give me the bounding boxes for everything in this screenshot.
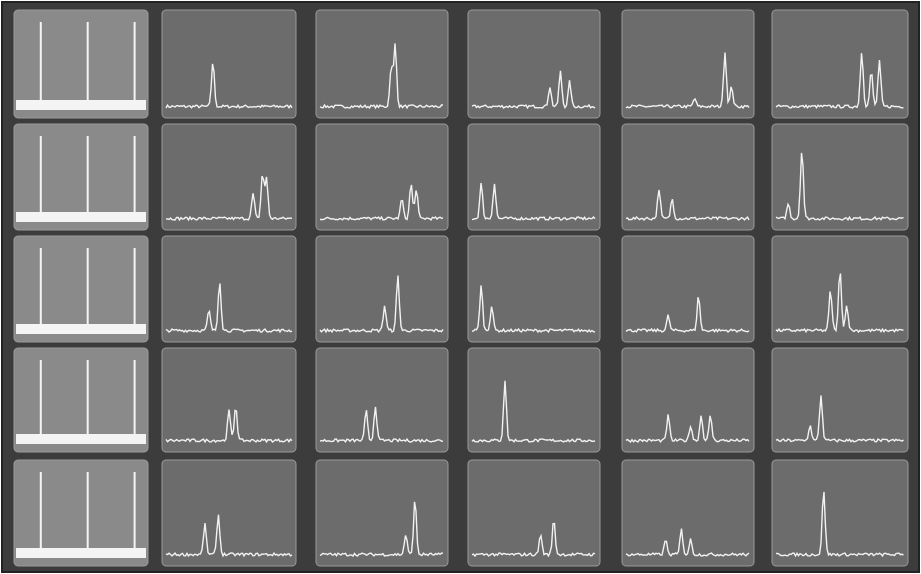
scope-panel: [316, 348, 448, 452]
reference-band: [16, 212, 146, 222]
scope-panel: [316, 460, 448, 566]
scope-panel: [772, 348, 908, 452]
scope-panel: [162, 348, 296, 452]
scope-panel: [316, 124, 448, 230]
scope-panel: [468, 236, 600, 342]
scope-panel: [772, 460, 908, 566]
reference-band: [16, 548, 146, 558]
scope-panel: [162, 124, 296, 230]
scope-panel: [772, 10, 908, 118]
scope-panel: [162, 236, 296, 342]
scope-panel: [162, 460, 296, 566]
scope-panel: [468, 124, 600, 230]
scope-panel: [468, 10, 600, 118]
scope-panel: [622, 236, 754, 342]
scope-panel: [468, 348, 600, 452]
scope-panel: [468, 460, 600, 566]
scope-panel: [162, 10, 296, 118]
reference-band: [16, 324, 146, 334]
scope-panel: [772, 236, 908, 342]
scope-panel: [622, 124, 754, 230]
reference-band: [16, 100, 146, 110]
reference-band: [16, 434, 146, 444]
scope-panel: [772, 124, 908, 230]
scope-panel: [316, 10, 448, 118]
